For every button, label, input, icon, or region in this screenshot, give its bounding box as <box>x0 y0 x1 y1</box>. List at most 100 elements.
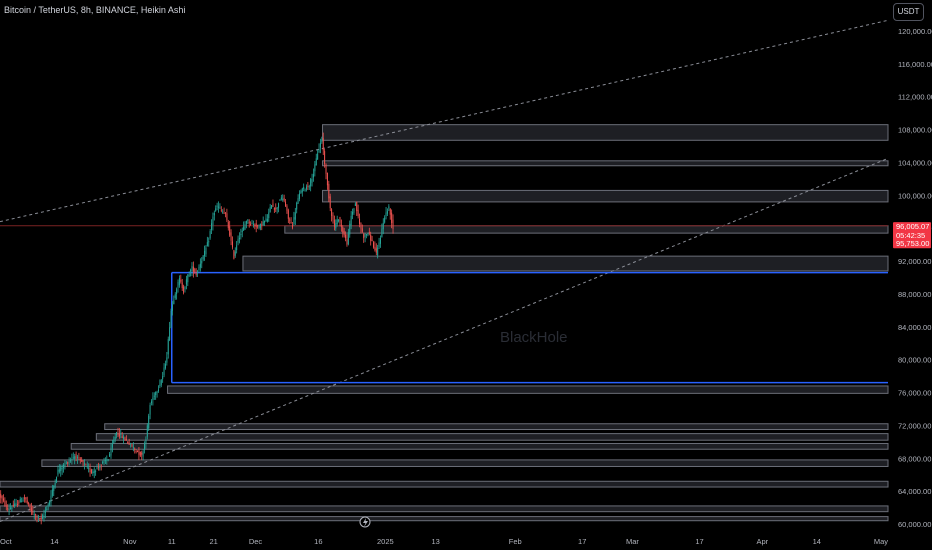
candle-body <box>71 459 73 461</box>
candle-body <box>132 446 134 448</box>
candle-body <box>254 225 256 227</box>
candle-body <box>95 470 97 472</box>
candle-body <box>78 457 80 459</box>
time-axis-label: Nov <box>123 537 137 546</box>
candle-body <box>392 219 394 230</box>
candle-body <box>286 205 288 211</box>
candle-body <box>4 500 6 506</box>
candle-body <box>237 239 239 243</box>
candle-body <box>181 282 183 289</box>
candle-body <box>18 502 20 504</box>
candle-body <box>219 207 221 209</box>
candle-body <box>213 213 215 216</box>
candle-body <box>144 443 146 450</box>
candle-body <box>218 206 220 208</box>
candle-body <box>190 269 192 272</box>
candle-body <box>293 217 295 224</box>
candle-body <box>276 207 278 210</box>
candle-body <box>269 206 271 213</box>
candle-body <box>61 467 63 470</box>
watermark: BlackHole <box>500 329 568 346</box>
price-axis-label: 120,000.00 <box>898 27 932 36</box>
candle-body <box>83 463 85 465</box>
candle-body <box>152 397 154 400</box>
candle-body <box>174 294 176 298</box>
candle-body <box>307 185 309 187</box>
price-axis-label: 92,000.00 <box>898 257 931 266</box>
candle-body <box>262 221 264 226</box>
time-axis-label: 16 <box>314 537 322 546</box>
candle-body <box>54 482 56 487</box>
candle-body <box>349 223 351 235</box>
candle-body <box>82 460 84 463</box>
candle-body <box>163 367 165 376</box>
candle-body <box>135 450 137 452</box>
candle-body <box>371 239 373 241</box>
secondary-price-tag <box>893 238 931 249</box>
candle-body <box>357 209 359 216</box>
zone-box <box>322 160 889 167</box>
candle-body <box>156 391 158 393</box>
candle-body <box>326 172 328 186</box>
candle-body <box>47 504 49 507</box>
candle-body <box>44 510 46 513</box>
candle-body <box>230 232 232 241</box>
candle-body <box>50 495 52 503</box>
candle-body <box>343 230 345 236</box>
currency-button[interactable]: USDT <box>893 3 924 21</box>
price-axis-label: 68,000.00 <box>898 454 931 463</box>
candle-body <box>241 230 243 233</box>
candle-body <box>103 460 105 463</box>
candle-body <box>335 223 337 229</box>
candle-body <box>304 189 306 191</box>
zone-box <box>284 225 889 234</box>
candle-body <box>289 219 291 221</box>
candle-body <box>257 225 259 227</box>
time-axis-label: 13 <box>431 537 439 546</box>
zone-box <box>0 516 889 522</box>
candle-body <box>153 395 155 397</box>
candle-body <box>391 212 393 224</box>
candle-body <box>370 234 372 241</box>
time-axis-label: Apr <box>757 537 769 546</box>
candle-body <box>238 237 240 240</box>
candle-body <box>382 222 384 230</box>
candle-body <box>29 503 31 508</box>
candle-body <box>51 489 53 496</box>
candle-body <box>65 462 67 464</box>
price-axis-label: 76,000.00 <box>898 389 931 398</box>
candle-body <box>177 281 179 288</box>
candle-body <box>25 497 27 500</box>
candle-body <box>234 251 236 256</box>
candle-body <box>120 433 122 435</box>
candle-body <box>271 205 273 209</box>
candle-body <box>199 263 201 268</box>
time-axis-label: Oct <box>0 537 13 546</box>
candle-body <box>311 178 313 183</box>
candle-body <box>67 462 69 464</box>
candle-body <box>125 438 127 441</box>
candle-body <box>375 248 377 253</box>
candle-body <box>278 203 280 208</box>
candle-body <box>264 220 266 223</box>
candle-body <box>123 436 125 439</box>
candle-body <box>328 183 330 199</box>
candle-body <box>300 191 302 194</box>
candle-body <box>325 164 327 174</box>
candle-body <box>389 208 391 215</box>
candle-body <box>32 511 34 513</box>
candle-body <box>12 504 14 507</box>
candle-body <box>139 451 141 456</box>
chart-title: Bitcoin / TetherUS, 8h, BINANCE, Heikin … <box>4 5 186 15</box>
candle-body <box>70 460 72 462</box>
candle-body <box>216 205 218 208</box>
candle-body <box>192 266 194 272</box>
trend-line <box>0 157 889 522</box>
candle-body <box>148 415 150 429</box>
candle-body <box>352 212 354 215</box>
price-axis-label: 72,000.00 <box>898 421 931 430</box>
candle-body <box>245 221 247 224</box>
candle-body <box>364 233 366 237</box>
